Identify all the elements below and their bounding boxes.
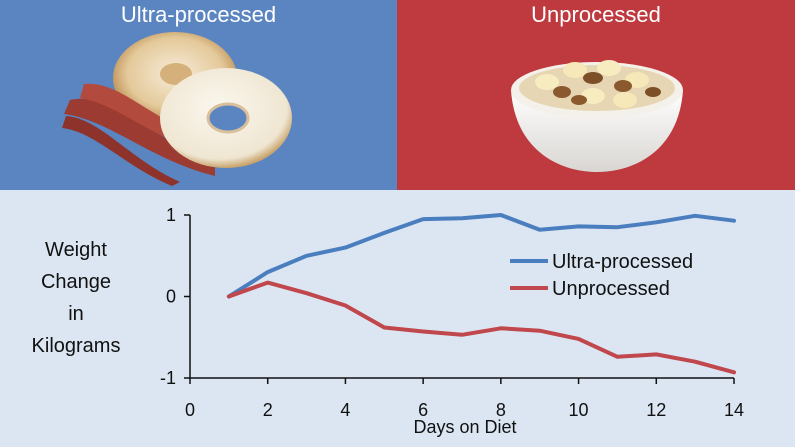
x-tick-label: 6: [418, 400, 428, 420]
weight-change-chart: Weight Change in Kilograms 1 0 -1 0 2 4 6 8 10 12…: [0, 190, 795, 447]
bagel-bacon-image: [62, 32, 292, 186]
y-tick-label: 0: [166, 287, 176, 307]
x-tick-label: 2: [263, 400, 273, 420]
y-axis-label-line: Kilograms: [31, 335, 121, 357]
x-tick-label: 0: [185, 400, 195, 420]
y-axis-label-line: Change: [40, 271, 112, 293]
x-tick-label: 14: [724, 400, 744, 420]
y-axis-label: Weight Change in Kilograms: [18, 234, 134, 362]
ultra-processed-panel: Ultra-processed: [0, 0, 397, 190]
line-chart: 10-10 2 4 6 8 10 12 14 Ultra-processed Unproces…: [160, 205, 744, 437]
ultra-processed-title: Ultra-processed: [120, 2, 277, 27]
series-line-ultra-processed: [226, 213, 736, 299]
y-axis-label-line: Weight: [45, 239, 107, 261]
y-tick-label: -1: [160, 368, 176, 388]
unprocessed-title: Unprocessed: [531, 2, 661, 27]
y-axis-label-line: in: [68, 303, 84, 325]
x-tick-label: 8: [496, 400, 506, 420]
legend-label-ultra-processed: Ultra-processed: [552, 251, 693, 273]
y-tick-label: 1: [166, 205, 176, 225]
series-line-unprocessed: [226, 280, 736, 375]
x-tick-label: 10: [569, 400, 589, 420]
x-tick-label: 12: [646, 400, 666, 420]
unprocessed-panel: Unprocessed: [397, 0, 795, 190]
oatmeal-bowl-image: [511, 60, 683, 172]
legend-label-unprocessed: Unprocessed: [552, 278, 670, 300]
x-tick-label: 4: [340, 400, 350, 420]
x-axis-label: Days on Diet: [413, 417, 516, 437]
